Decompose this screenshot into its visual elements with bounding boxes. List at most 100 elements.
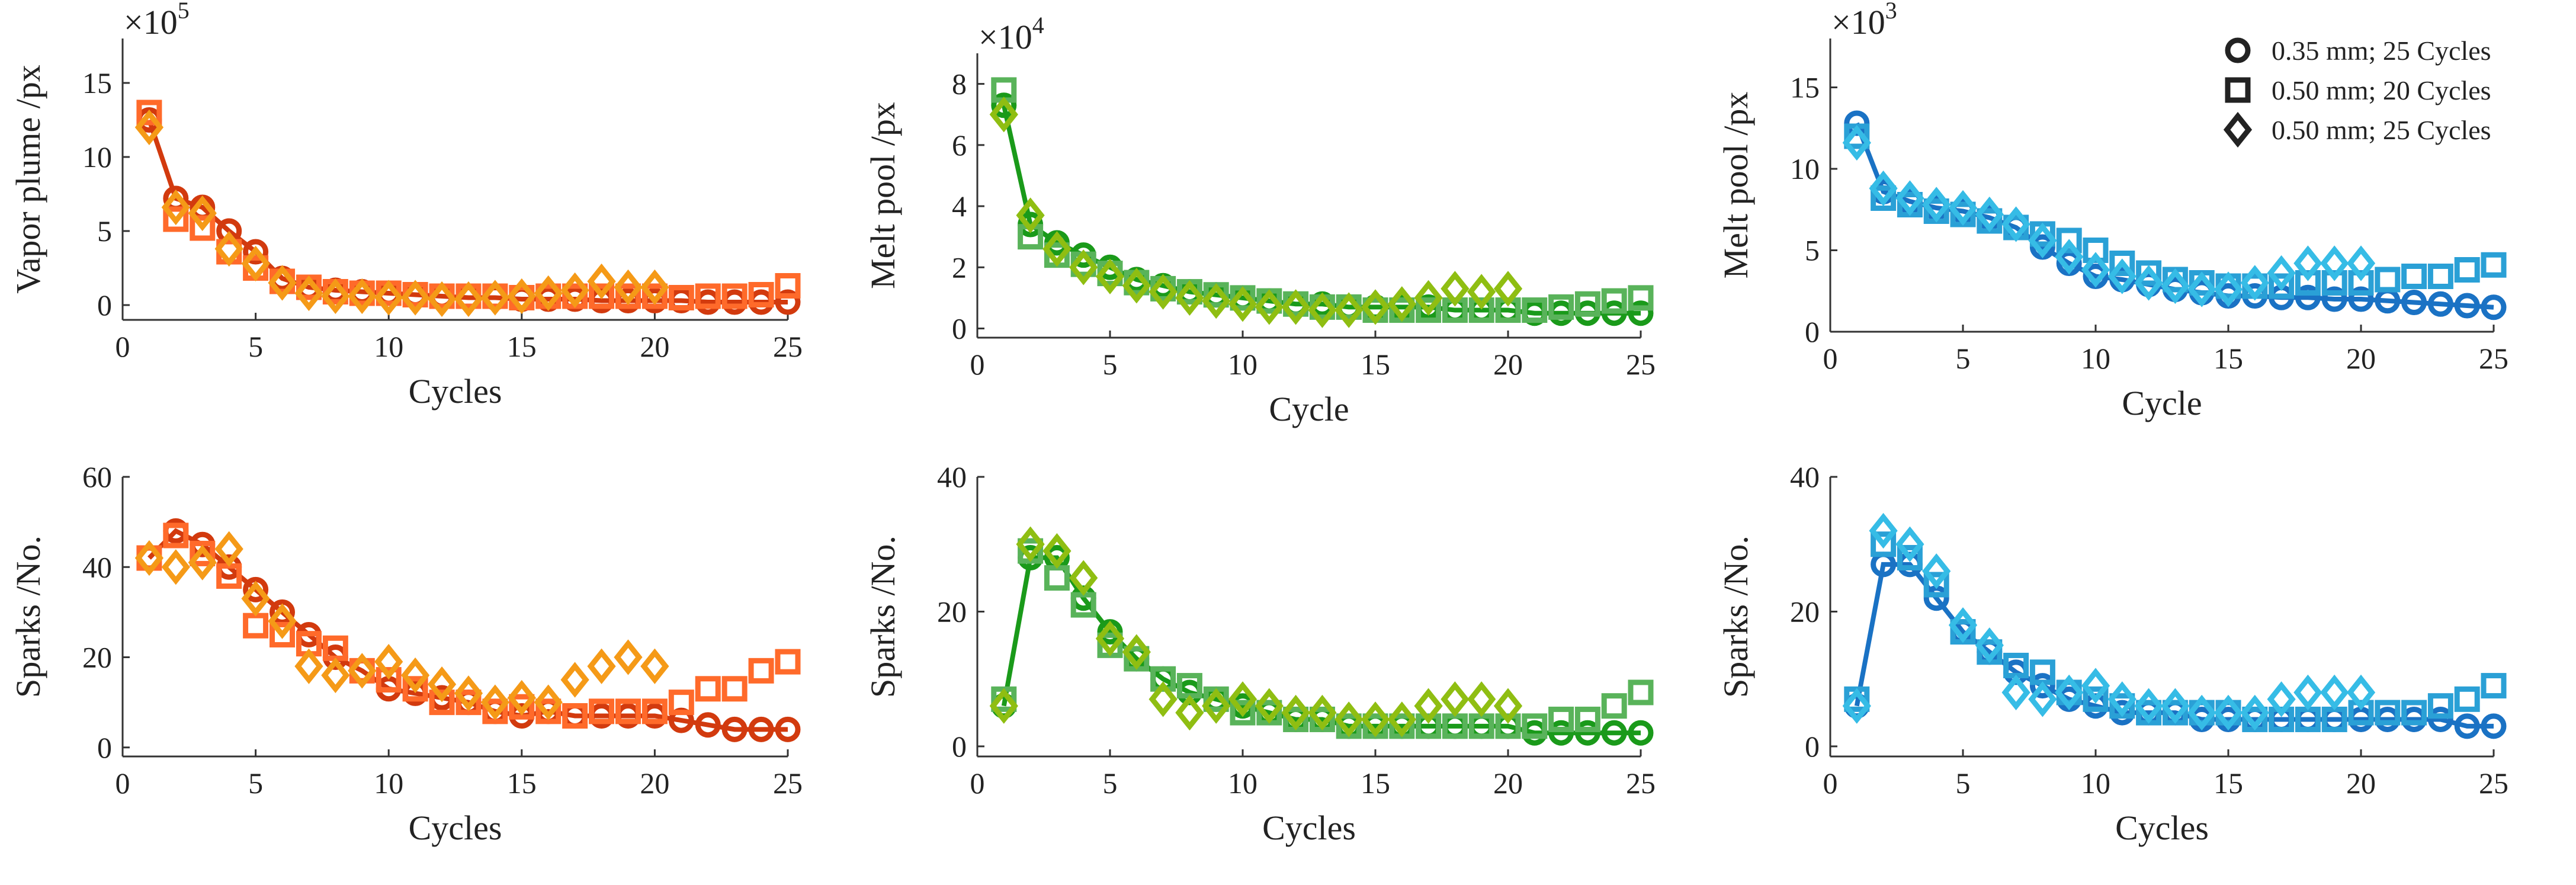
data-point (1308, 694, 1337, 731)
series-diamond (134, 531, 669, 720)
data-point (348, 278, 377, 315)
data-point (1095, 258, 1125, 294)
y-tick-label: 0 (952, 312, 967, 345)
data-point (402, 676, 428, 702)
data-point (427, 281, 457, 318)
y-tick-label: 40 (937, 460, 967, 493)
data-point (1842, 688, 1871, 724)
data-point (1548, 720, 1574, 746)
data-point (587, 648, 616, 684)
y-tick-label: 4 (952, 190, 967, 223)
data-point (2028, 222, 2057, 259)
data-point (2427, 706, 2453, 732)
data-point (2267, 255, 2296, 291)
y-tick-label: 15 (82, 66, 112, 100)
data-point (721, 676, 748, 702)
x-tick-label: 10 (1228, 767, 1257, 800)
data-point (455, 690, 482, 716)
series-line (1001, 104, 1641, 316)
legend-label: 0.35 mm; 25 Cycles (2272, 36, 2491, 66)
data-point (748, 282, 774, 307)
data-point (2136, 260, 2162, 286)
data-point (2055, 674, 2084, 711)
data-point (775, 289, 801, 315)
data-point (640, 269, 669, 306)
data-point (1493, 688, 1523, 724)
data-point (1069, 249, 1098, 286)
data-point (1281, 694, 1310, 731)
x-axis-label: Cycles (409, 809, 502, 847)
data-point (1095, 620, 1125, 657)
data-point (348, 653, 377, 689)
data-point (587, 263, 616, 300)
data-point (241, 581, 270, 617)
y-axis-label: Melt pool /px (864, 102, 902, 289)
data-point (1202, 688, 1231, 724)
panel-sparks-green: 0 5 10 15 20 25 0 20 40 Cycles Sparks /No. (864, 460, 1656, 847)
y-tick-label: 0 (97, 731, 112, 764)
data-point (188, 544, 217, 581)
data-point (2134, 688, 2163, 724)
data-point (429, 690, 455, 716)
series-square (991, 77, 1654, 323)
data-point (1871, 185, 1897, 211)
x-tick-label: 5 (1956, 767, 1971, 800)
data-point (2029, 673, 2055, 699)
data-point (2401, 264, 2427, 289)
x-axis-label: Cycles (1262, 809, 1356, 847)
data-point (163, 206, 189, 232)
data-point (2134, 265, 2163, 301)
axis-multiplier: ×105 (124, 0, 190, 41)
data-point (2081, 668, 2110, 704)
data-point (615, 283, 641, 309)
x-tick-label: 10 (374, 767, 403, 800)
y-tick-label: 15 (1790, 71, 1820, 104)
data-point (1871, 531, 1897, 557)
data-point (1361, 289, 1390, 325)
data-point (2295, 284, 2321, 310)
data-point (2320, 245, 2349, 281)
data-point (214, 531, 243, 567)
x-tick-label: 5 (1103, 348, 1118, 381)
x-tick-label: 10 (2081, 767, 2110, 800)
data-point (507, 278, 536, 315)
data-point (188, 195, 217, 232)
data-point (2346, 245, 2376, 281)
data-point (1548, 706, 1574, 732)
data-point (1574, 720, 1600, 746)
y-tick-label: 20 (1790, 595, 1820, 628)
data-point (2454, 713, 2480, 739)
data-point (562, 703, 588, 729)
data-point (1948, 607, 1978, 643)
x-tick-label: 15 (2214, 767, 2243, 800)
data-point (560, 272, 589, 309)
data-point (1149, 274, 1178, 310)
x-tick-label: 0 (970, 348, 985, 381)
data-point (748, 716, 774, 742)
data-point (1897, 544, 1923, 570)
x-tick-label: 20 (640, 767, 669, 800)
data-point (161, 549, 190, 585)
data-point (2161, 688, 2190, 724)
data-point (1467, 681, 1496, 717)
y-tick-label: 0 (1805, 315, 1820, 348)
x-tick-label: 15 (2214, 342, 2243, 375)
axis-multiplier: ×103 (1831, 0, 1897, 41)
data-point (400, 657, 430, 694)
legend-item: 0.50 mm; 25 Cycles (2223, 111, 2491, 148)
data-point (1869, 512, 1898, 549)
data-point (1228, 681, 1257, 717)
data-point (668, 285, 694, 310)
x-tick-label: 15 (507, 767, 537, 800)
data-point (1601, 288, 1627, 314)
data-point (2346, 674, 2376, 711)
data-point (1441, 271, 1470, 307)
data-point (2401, 700, 2427, 726)
data-point (2321, 286, 2347, 312)
data-point (1122, 268, 1151, 304)
data-point (775, 649, 801, 675)
x-tick-label: 15 (1361, 767, 1390, 800)
data-point (1975, 196, 2004, 233)
data-point (134, 109, 164, 146)
x-tick-label: 25 (773, 330, 803, 363)
